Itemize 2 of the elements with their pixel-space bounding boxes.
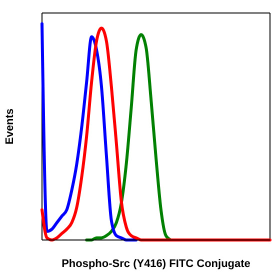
y-axis-title: Events — [4, 108, 16, 145]
x-axis-title: Phospho-Src (Y416) FITC Conjugate — [62, 258, 250, 270]
